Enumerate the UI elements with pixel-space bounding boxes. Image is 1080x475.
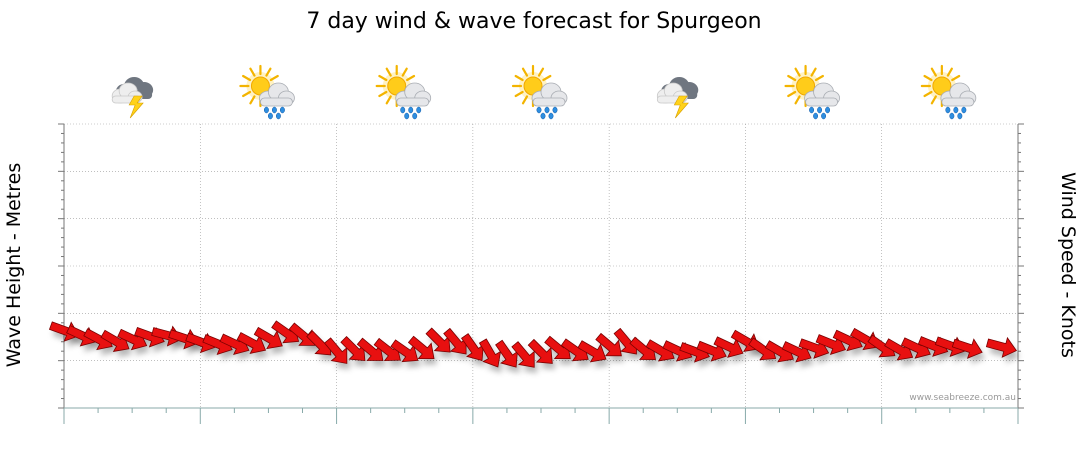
- storm-cloud-icon: [111, 77, 154, 119]
- rain-drop-icon: [813, 112, 819, 120]
- wind-arrow: [356, 337, 384, 361]
- sun-ray-icon: [378, 74, 388, 82]
- sun-ray-icon: [401, 67, 408, 77]
- sun-ray-icon: [923, 74, 933, 82]
- rain-drop-icon: [544, 106, 550, 114]
- left-axis-title: Wave Height - Metres: [3, 163, 25, 367]
- cloud-icon: [395, 82, 432, 107]
- sun-cloud-rain-icon: [920, 64, 977, 120]
- wind-arrow: [443, 327, 467, 355]
- wind-arrow: [595, 332, 622, 357]
- sun-ray-icon: [269, 74, 279, 82]
- wind-arrow: [577, 340, 607, 363]
- chart-grid: [63, 123, 1019, 424]
- rain-drop-icon: [267, 112, 273, 120]
- rain-drop-icon: [536, 106, 542, 114]
- sun-ray-icon: [930, 67, 937, 77]
- sun-ray-icon: [814, 74, 824, 82]
- rain-drop-icon: [552, 106, 558, 114]
- sun-ray-icon: [951, 74, 961, 82]
- wind-speed-axis: [1018, 123, 1024, 409]
- sun-ray-icon: [930, 95, 937, 105]
- cloud-icon: [531, 82, 568, 107]
- sun-cloud-rain-icon: [375, 64, 432, 120]
- rain-drop-icon: [548, 112, 554, 120]
- wind-arrow: [951, 338, 983, 359]
- sun-ray-icon: [521, 67, 529, 77]
- sun-ray-icon: [385, 95, 392, 105]
- sun-ray-icon: [378, 90, 388, 98]
- rain-drop-icon: [263, 106, 269, 114]
- chart-title: 7 day wind & wave forecast for Spurgeon: [306, 9, 761, 34]
- sun-ray-icon: [521, 95, 529, 105]
- sun-ray-icon: [787, 74, 797, 82]
- sun-ray-icon: [242, 74, 252, 82]
- lightning-bolt-icon: [673, 95, 689, 119]
- sun-ray-icon: [385, 67, 392, 77]
- rain-drop-icon: [961, 106, 967, 114]
- sun-ray-icon: [537, 67, 545, 77]
- rain-drop-icon: [400, 106, 406, 114]
- wind-arrow: [253, 326, 283, 350]
- sun-ray-icon: [946, 67, 953, 77]
- wind-arrow: [323, 337, 348, 364]
- wind-arrow: [527, 338, 553, 364]
- storm-cloud-icon: [656, 77, 699, 119]
- wind-arrow: [288, 322, 316, 346]
- sun-ray-icon: [787, 90, 797, 98]
- sun-ray-icon: [265, 67, 272, 77]
- wind-arrow: [478, 338, 502, 368]
- wind-arrow: [511, 341, 535, 368]
- rain-drop-icon: [412, 112, 418, 120]
- rain-drop-icon: [825, 106, 831, 114]
- wind-arrow: [390, 339, 419, 363]
- sun-ray-icon: [406, 74, 416, 82]
- right-axis-title: Wind Speed - Knots: [1057, 172, 1079, 358]
- rain-drop-icon: [404, 112, 410, 120]
- sun-cloud-rain-icon: [511, 64, 568, 120]
- credit-text: www.seabreeze.com.au: [909, 393, 1016, 403]
- rain-drop-icon: [540, 112, 546, 120]
- sun-ray-icon: [514, 74, 524, 82]
- sun-ray-icon: [923, 90, 933, 98]
- sun-ray-icon: [514, 90, 524, 98]
- sun-ray-icon: [249, 95, 256, 105]
- rain-drop-icon: [953, 106, 959, 114]
- sun-ray-icon: [542, 74, 552, 82]
- rain-drop-icon: [957, 112, 963, 120]
- wind-arrow: [460, 333, 484, 362]
- wind-arrow: [425, 327, 451, 353]
- wind-arrow: [236, 332, 267, 354]
- cloud-icon: [940, 82, 977, 107]
- rain-drop-icon: [271, 106, 277, 114]
- wind-arrow: [340, 336, 366, 362]
- sun-cloud-rain-icon: [784, 64, 840, 120]
- weather-icons: [111, 64, 977, 120]
- wave-height-axis: [58, 123, 64, 409]
- wind-arrow: [713, 336, 744, 358]
- sun-ray-icon: [794, 67, 801, 77]
- sun-ray-icon: [249, 67, 256, 77]
- lightning-bolt-icon: [128, 95, 144, 119]
- rain-drop-icon: [821, 112, 827, 120]
- wind-arrow-series: [48, 320, 1018, 368]
- cloud-icon: [259, 82, 295, 107]
- rain-drop-icon: [279, 106, 285, 114]
- wind-arrow: [495, 339, 518, 368]
- cloud-icon: [804, 82, 840, 107]
- rain-drop-icon: [945, 106, 951, 114]
- sun-ray-icon: [794, 95, 801, 105]
- sun-ray-icon: [242, 90, 252, 98]
- rain-drop-icon: [408, 106, 414, 114]
- wind-arrow: [407, 335, 435, 360]
- sun-cloud-rain-icon: [239, 64, 295, 120]
- sun-ray-icon: [810, 67, 817, 77]
- rain-drop-icon: [416, 106, 422, 114]
- wind-arrow: [985, 336, 1018, 358]
- rain-drop-icon: [817, 106, 823, 114]
- rain-drop-icon: [949, 112, 955, 120]
- rain-drop-icon: [275, 112, 281, 120]
- rain-drop-icon: [809, 106, 815, 114]
